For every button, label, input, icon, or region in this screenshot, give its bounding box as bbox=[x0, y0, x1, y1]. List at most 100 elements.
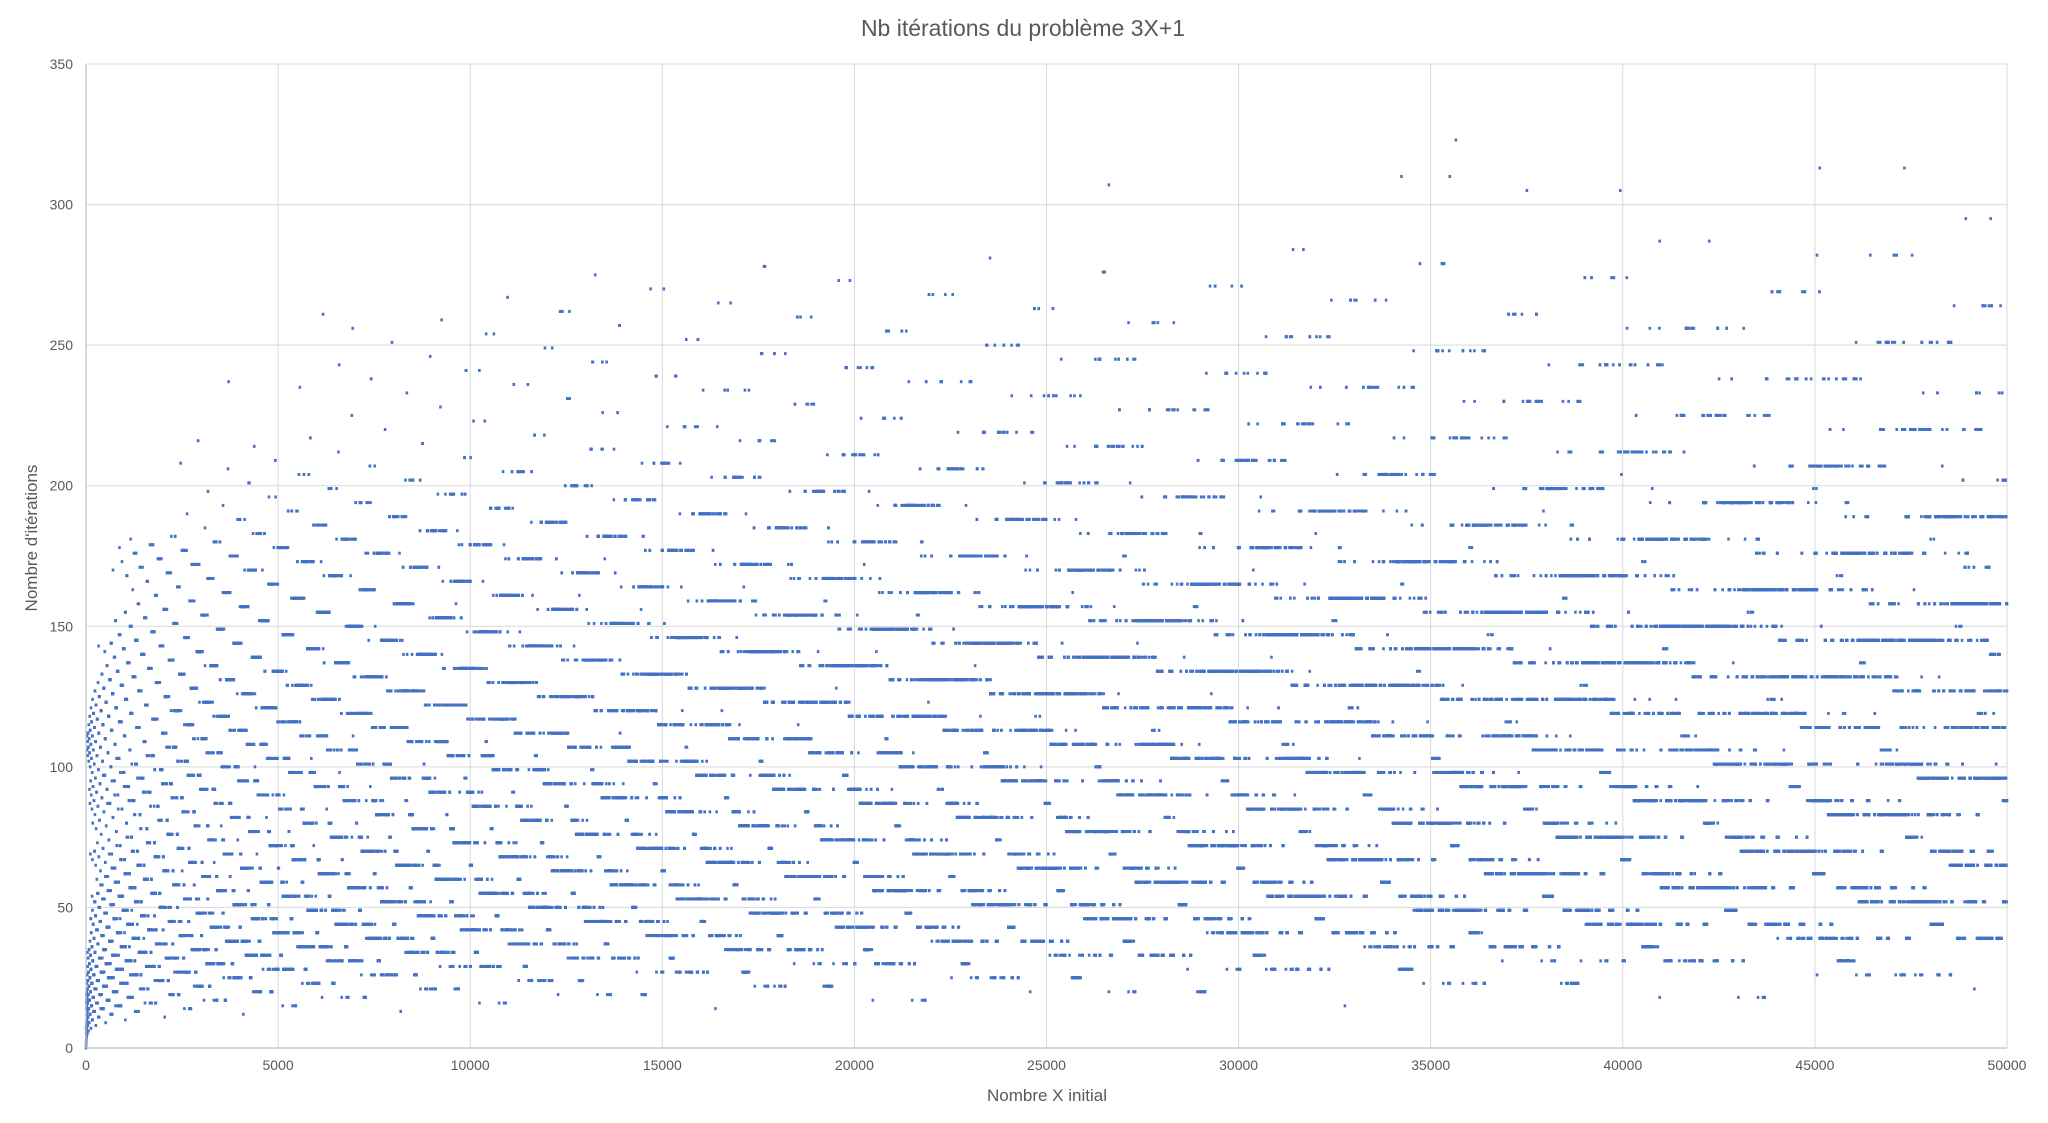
data-point bbox=[89, 940, 92, 943]
data-point bbox=[115, 757, 118, 760]
data-point bbox=[183, 957, 186, 960]
data-point bbox=[90, 931, 93, 934]
data-point bbox=[121, 560, 124, 563]
data-point bbox=[176, 622, 179, 625]
data-point bbox=[89, 765, 92, 768]
data-point bbox=[143, 864, 146, 867]
data-point bbox=[93, 763, 96, 766]
data-point bbox=[124, 734, 127, 737]
data-point bbox=[155, 1002, 158, 1005]
data-point bbox=[119, 917, 122, 920]
data-point bbox=[121, 968, 124, 971]
data-point bbox=[144, 740, 147, 743]
data-point bbox=[113, 793, 116, 796]
data-point bbox=[89, 853, 92, 856]
data-point bbox=[124, 1018, 127, 1021]
data-point bbox=[123, 771, 126, 774]
data-point bbox=[181, 796, 184, 799]
data-point bbox=[118, 546, 121, 549]
data-point bbox=[139, 864, 142, 867]
data-point bbox=[178, 585, 181, 588]
data-point bbox=[165, 942, 168, 945]
data-point bbox=[104, 650, 107, 653]
data-point bbox=[98, 732, 101, 735]
data-point bbox=[91, 945, 94, 948]
data-point bbox=[94, 813, 97, 816]
data-point bbox=[88, 1021, 91, 1024]
data-point bbox=[125, 822, 128, 825]
data-point bbox=[102, 1007, 105, 1010]
data-point bbox=[134, 675, 137, 678]
data-point bbox=[91, 822, 94, 825]
data-point bbox=[140, 900, 143, 903]
data-point bbox=[105, 824, 108, 827]
data-point bbox=[128, 872, 131, 875]
data-point bbox=[87, 1030, 90, 1033]
data-point bbox=[95, 1024, 98, 1027]
data-point bbox=[134, 813, 137, 816]
data-point bbox=[92, 996, 95, 999]
data-point bbox=[88, 788, 91, 791]
data-point bbox=[108, 838, 111, 841]
data-point bbox=[108, 999, 111, 1002]
data-point bbox=[133, 799, 136, 802]
data-point bbox=[110, 765, 113, 768]
data-point bbox=[91, 909, 94, 912]
data-point bbox=[137, 1010, 140, 1013]
data-point bbox=[87, 732, 90, 735]
data-point bbox=[98, 819, 101, 822]
data-point bbox=[130, 959, 133, 962]
data-point bbox=[138, 937, 141, 940]
data-point bbox=[132, 850, 135, 853]
data-point bbox=[134, 886, 137, 889]
data-point bbox=[115, 830, 118, 833]
data-point bbox=[98, 695, 101, 698]
data-point bbox=[100, 833, 103, 836]
data-point bbox=[124, 611, 127, 614]
data-point bbox=[87, 1016, 90, 1019]
data-point bbox=[181, 971, 184, 974]
data-point bbox=[141, 566, 144, 569]
data-point bbox=[126, 982, 129, 985]
data-point bbox=[114, 619, 117, 622]
data-point bbox=[166, 782, 169, 785]
data-point bbox=[162, 644, 165, 647]
data-point bbox=[98, 1016, 101, 1019]
data-point bbox=[86, 740, 89, 743]
data-point bbox=[94, 777, 97, 780]
data-point bbox=[86, 1024, 89, 1027]
data-point bbox=[173, 920, 176, 923]
data-point bbox=[140, 689, 143, 692]
data-point bbox=[128, 996, 131, 999]
data-point bbox=[97, 681, 100, 684]
data-point bbox=[167, 979, 170, 982]
data-point bbox=[178, 993, 181, 996]
data-point bbox=[187, 810, 190, 813]
data-point bbox=[145, 951, 148, 954]
data-point bbox=[96, 965, 99, 968]
data-point bbox=[135, 552, 138, 555]
data-point bbox=[150, 1002, 153, 1005]
data-point bbox=[101, 796, 104, 799]
data-point bbox=[140, 973, 143, 976]
data-point bbox=[149, 805, 152, 808]
data-point bbox=[130, 909, 133, 912]
data-point bbox=[130, 836, 133, 839]
data-point bbox=[172, 869, 175, 872]
data-point bbox=[178, 883, 181, 886]
data-point bbox=[170, 535, 173, 538]
data-point bbox=[146, 878, 149, 881]
data-point bbox=[90, 757, 93, 760]
data-point bbox=[122, 684, 125, 687]
data-point bbox=[112, 692, 115, 695]
data-point bbox=[170, 709, 173, 712]
data-point bbox=[111, 1013, 114, 1016]
data-point bbox=[96, 1002, 99, 1005]
data-point bbox=[129, 923, 132, 926]
data-point bbox=[171, 833, 174, 836]
data-point bbox=[103, 897, 106, 900]
data-point bbox=[98, 855, 101, 858]
data-point bbox=[102, 847, 105, 850]
data-point bbox=[146, 580, 149, 583]
data-point bbox=[90, 968, 93, 971]
